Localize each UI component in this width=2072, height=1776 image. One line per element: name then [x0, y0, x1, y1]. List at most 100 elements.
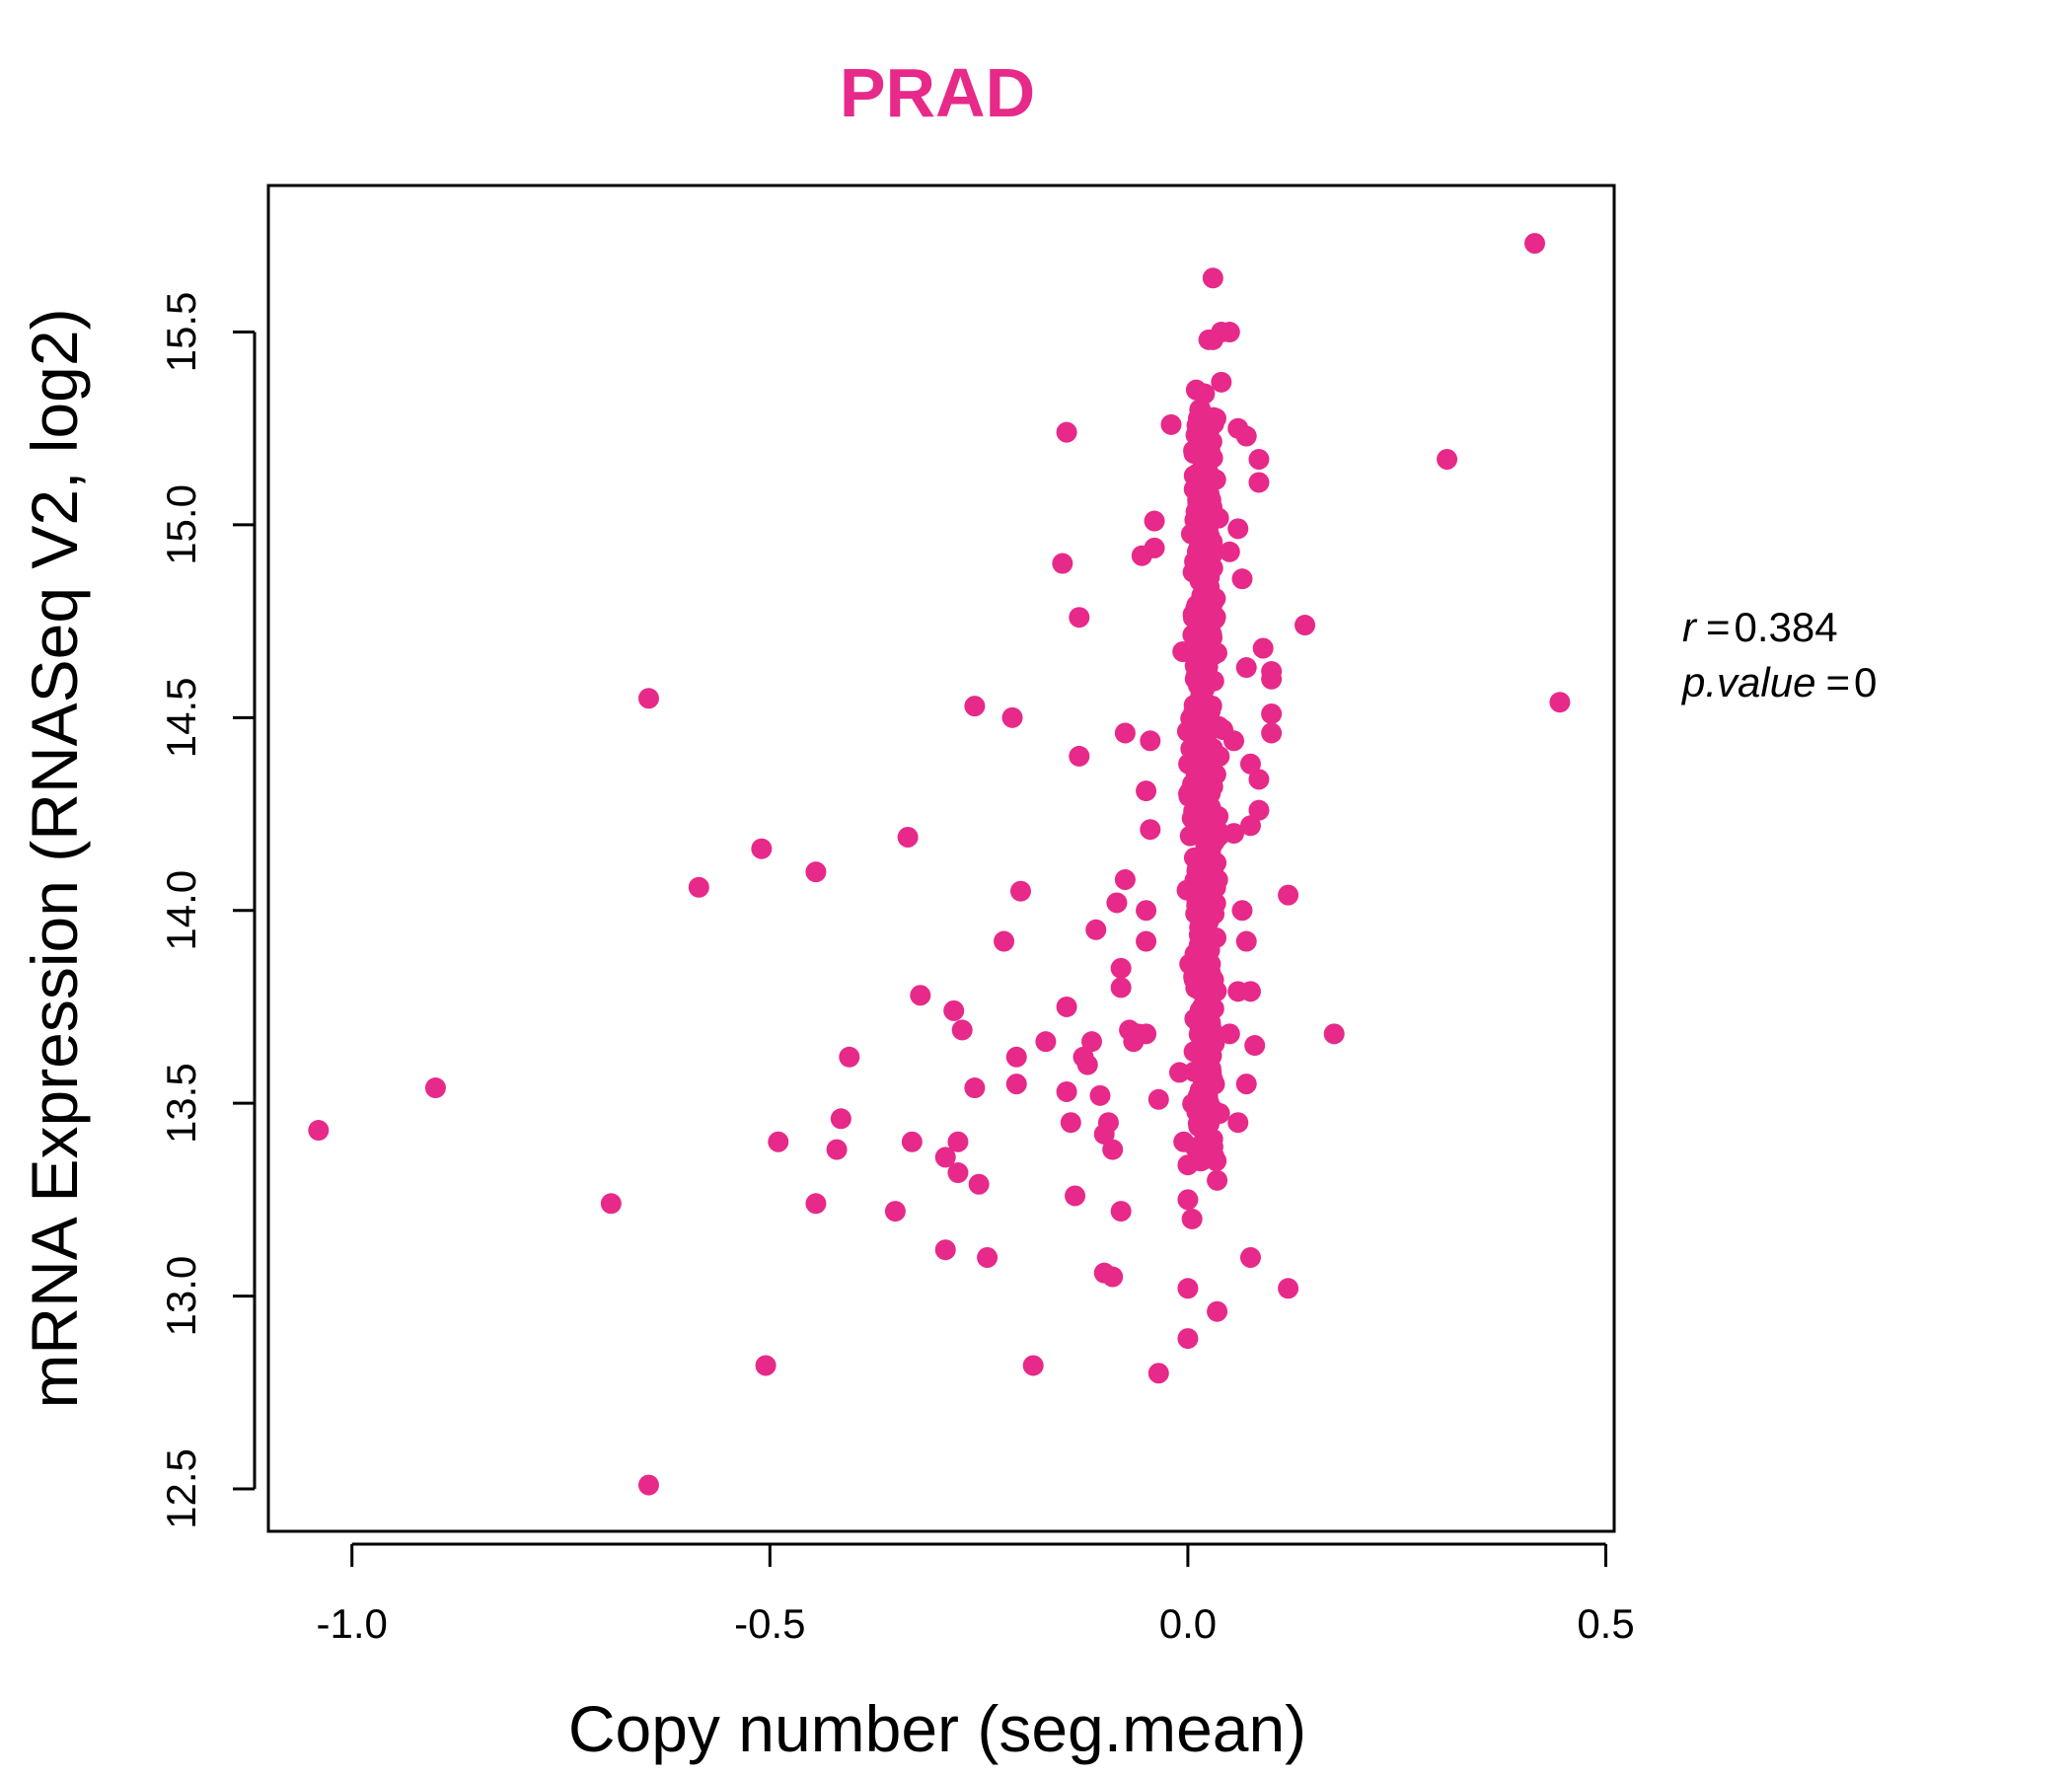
data-point [1009, 880, 1031, 902]
data-point [1187, 718, 1209, 740]
data-point [1106, 892, 1128, 914]
p-symbol: p.value [1680, 659, 1815, 705]
plot-frame [266, 184, 1616, 1533]
data-point [1119, 1019, 1141, 1041]
data-point [1211, 371, 1232, 393]
data-point [1147, 1088, 1169, 1110]
data-points [308, 233, 1571, 1496]
data-point [1177, 1278, 1199, 1299]
data-point [1248, 799, 1270, 821]
x-tick-label: 0.0 [1159, 1600, 1217, 1647]
data-point [1207, 1300, 1228, 1322]
data-point [1244, 1035, 1266, 1057]
x-axis-label: Copy number (seg.mean) [568, 1692, 1306, 1765]
data-point [1200, 1058, 1221, 1079]
data-point [1114, 868, 1136, 890]
data-point [1252, 637, 1274, 659]
data-point [1005, 1073, 1027, 1095]
data-point [1231, 568, 1253, 590]
y-tick-label: 13.5 [158, 1063, 204, 1144]
data-point [901, 1131, 923, 1152]
data-point [964, 696, 986, 717]
data-point [1185, 379, 1207, 401]
p-value: 0 [1854, 659, 1877, 705]
x-tick-label: -0.5 [734, 1600, 805, 1647]
data-point [1172, 640, 1194, 662]
data-point [1102, 1139, 1124, 1160]
data-point [1192, 910, 1214, 931]
x-axis: -1.0 -0.5 0.0 0.5 [317, 1542, 1635, 1647]
data-point [1190, 422, 1212, 444]
data-point [1144, 510, 1165, 532]
data-point [1181, 1208, 1203, 1229]
data-point [1089, 1084, 1111, 1106]
data-point [1231, 900, 1253, 922]
data-point [1192, 761, 1214, 782]
data-point [1209, 746, 1230, 768]
data-point [1192, 737, 1214, 759]
data-point [1524, 233, 1546, 255]
data-point [1239, 1247, 1261, 1269]
data-point [1196, 515, 1218, 537]
data-point [1136, 780, 1157, 802]
data-point [1069, 745, 1090, 767]
x-tick-label: 0.5 [1577, 1600, 1634, 1647]
data-point [977, 1247, 999, 1269]
data-point [1110, 977, 1132, 999]
y-tick-label: 15.5 [158, 292, 204, 373]
data-point [934, 1147, 956, 1168]
data-point [1140, 819, 1161, 841]
data-point [1022, 1355, 1044, 1376]
data-point [951, 1019, 973, 1041]
data-point [1204, 831, 1225, 852]
data-point [1239, 753, 1261, 775]
data-point [1227, 518, 1249, 540]
data-point [1248, 448, 1270, 470]
data-point [1202, 602, 1223, 624]
data-point [1060, 1112, 1081, 1134]
data-point [1177, 1328, 1199, 1350]
data-point [308, 1120, 330, 1142]
data-point [1131, 545, 1152, 566]
y-tick-label: 13.0 [158, 1256, 204, 1337]
data-point [1227, 981, 1249, 1002]
r-symbol: r [1682, 604, 1698, 650]
data-point [1001, 706, 1023, 728]
data-point [884, 1201, 906, 1222]
stats-annotation: r =0.384 p.value =0 [1680, 604, 1877, 705]
data-point [1219, 541, 1240, 562]
data-point [1069, 607, 1090, 629]
data-point [1177, 1189, 1199, 1211]
data-point [1188, 979, 1210, 1000]
data-point [768, 1131, 789, 1152]
data-point [751, 838, 773, 859]
data-point [1093, 1123, 1115, 1145]
data-point [1207, 869, 1228, 891]
r-value: 0.384 [1735, 604, 1838, 650]
data-point [1227, 1112, 1249, 1134]
chart-title: PRAD [840, 54, 1035, 131]
y-tick-label: 12.5 [158, 1448, 204, 1529]
y-tick-label: 15.0 [158, 484, 204, 565]
data-point [1261, 703, 1283, 724]
data-point [1198, 329, 1220, 350]
data-point [1437, 448, 1458, 470]
data-point [805, 1193, 827, 1215]
data-point [1205, 407, 1226, 429]
data-point [1056, 421, 1077, 443]
data-point [1085, 919, 1107, 940]
data-point [424, 1077, 446, 1099]
data-point [1080, 1031, 1102, 1053]
data-point [1227, 417, 1249, 439]
data-point [1323, 1023, 1345, 1045]
data-point [1065, 1185, 1086, 1207]
data-point [1261, 660, 1283, 682]
data-point [1110, 1201, 1132, 1222]
data-point [826, 1139, 848, 1160]
data-point [1186, 561, 1208, 583]
data-point [1200, 796, 1221, 818]
data-point [1295, 615, 1316, 636]
data-point [637, 688, 659, 709]
data-point [1147, 1363, 1169, 1384]
